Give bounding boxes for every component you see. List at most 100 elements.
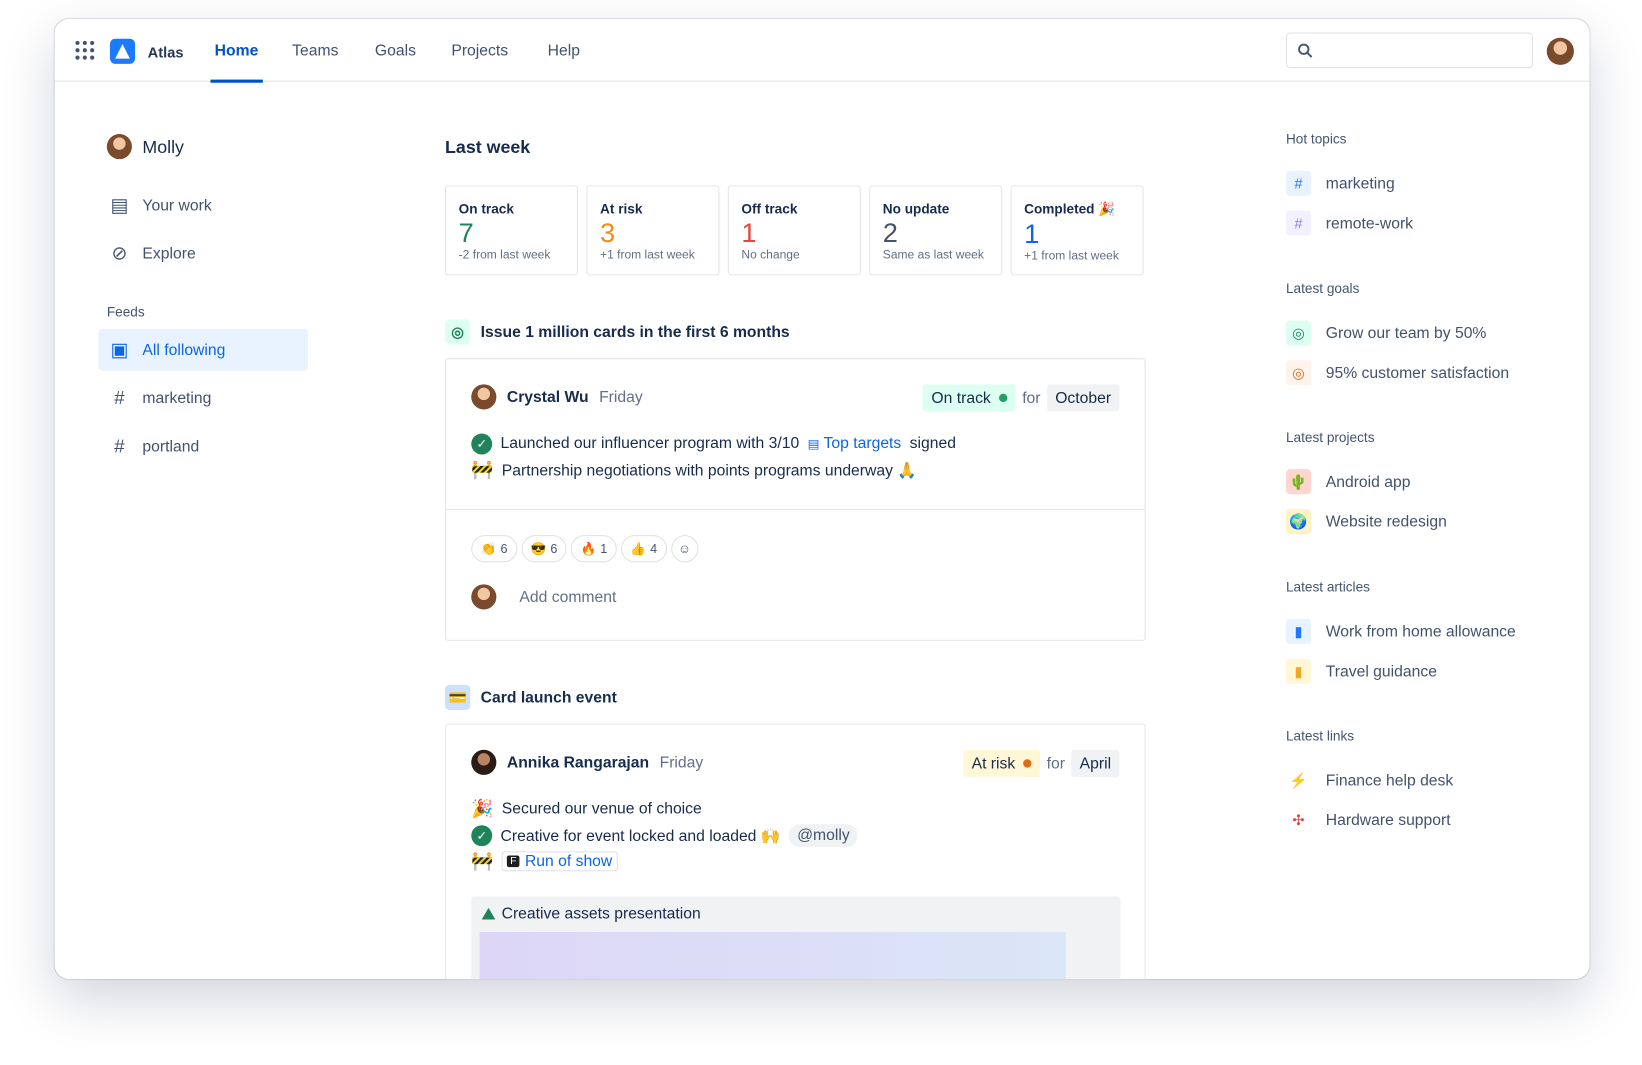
goal-title[interactable]: 💳 Card launch event xyxy=(445,684,617,711)
label: marketing xyxy=(1325,174,1395,193)
attachment-preview xyxy=(479,932,1067,980)
document-icon: ▤ xyxy=(110,194,129,216)
list-item[interactable]: ◎ Grow our team by 50% xyxy=(1285,313,1509,353)
user-avatar xyxy=(106,134,132,160)
sidebar-your-work[interactable]: ▤ Your work xyxy=(98,184,307,226)
status-card[interactable]: Completed 🎉 1 +1 from last week xyxy=(1010,185,1144,276)
comment-input[interactable]: Add comment xyxy=(519,588,617,607)
card-label: Completed 🎉 xyxy=(1024,201,1116,217)
add-reaction-button[interactable]: ☺ xyxy=(670,535,699,563)
label: Creative assets presentation xyxy=(501,904,701,923)
reaction-button[interactable]: 😎 6 xyxy=(521,535,567,563)
mention[interactable]: @molly xyxy=(788,823,859,847)
card-value: 2 xyxy=(882,216,898,249)
reaction-button[interactable]: 🔥 1 xyxy=(571,535,617,563)
card-sub: +1 from last week xyxy=(1024,250,1119,263)
emoji-icon: 👍 xyxy=(630,541,646,557)
status-dot xyxy=(999,393,1008,403)
text: Partnership negotiations with points pro… xyxy=(501,461,917,480)
article-icon: ▮ xyxy=(1285,658,1312,684)
list-item[interactable]: ▮ Travel guidance xyxy=(1285,651,1516,691)
section-heading: Latest goals xyxy=(1285,280,1360,297)
post-date: Friday xyxy=(599,387,643,406)
section-heading: Latest projects xyxy=(1285,429,1375,446)
card-sub: +1 from last week xyxy=(600,249,695,262)
author-name[interactable]: Annika Rangarajan xyxy=(506,753,650,772)
attachment-card[interactable]: Creative assets presentation xyxy=(471,896,1121,980)
status-dot xyxy=(1023,759,1032,768)
top-targets-link[interactable]: ▤ Top targets xyxy=(808,435,902,453)
reaction-button[interactable]: 👏 6 xyxy=(471,535,517,563)
section-goals: Latest goals ◎ Grow our team by 50% ◎ 95% cu… xyxy=(1285,280,1509,393)
emoji-icon: 🔥 xyxy=(580,541,597,557)
card-sub: No change xyxy=(741,249,800,262)
status-card[interactable]: Off track 1 No change xyxy=(727,185,861,276)
project-icon: 🌍 xyxy=(1285,508,1312,535)
goal-icon: ◎ xyxy=(1285,360,1312,386)
label: On track xyxy=(931,389,991,407)
construction-icon: 🚧 xyxy=(471,850,494,871)
label: Website redesign xyxy=(1325,512,1447,531)
hash-icon: # xyxy=(114,435,125,457)
nav-goals[interactable]: Goals xyxy=(374,41,416,60)
goal-title[interactable]: ◎ Issue 1 million cards in the first 6 mo… xyxy=(445,319,790,345)
section-hot_topics: Hot topics # marketing # remote-work xyxy=(1285,131,1414,243)
search-input[interactable] xyxy=(1285,32,1534,69)
reaction-count: 6 xyxy=(500,541,508,557)
profile-avatar[interactable] xyxy=(1546,37,1574,65)
card-label: Off track xyxy=(741,201,798,217)
label: Explore xyxy=(142,244,196,263)
reaction-button[interactable]: 👍 4 xyxy=(620,535,667,563)
status-badge: On track xyxy=(923,384,1016,412)
google-drive-icon xyxy=(481,907,496,919)
search-icon xyxy=(1298,43,1313,58)
card-sub: -2 from last week xyxy=(458,249,551,262)
top-nav: Atlas Home Teams Goals Projects Help xyxy=(54,19,1590,83)
app-switcher-icon[interactable] xyxy=(75,40,95,60)
author-avatar xyxy=(471,384,497,410)
label: remote-work xyxy=(1325,214,1414,232)
list-item[interactable]: # marketing xyxy=(1285,163,1413,203)
list-item[interactable]: 🌍 Website redesign xyxy=(1285,502,1447,542)
label: Travel guidance xyxy=(1325,662,1437,681)
list-item[interactable]: ◎ 95% customer satisfaction xyxy=(1285,353,1509,393)
period-badge: October xyxy=(1046,384,1120,412)
label: Finance help desk xyxy=(1325,771,1454,790)
user-name: Molly xyxy=(142,137,184,158)
sidebar-all-following[interactable]: ▣ All following xyxy=(98,328,308,371)
section-articles: Latest articles ▮ Work from home allowance… xyxy=(1285,579,1516,691)
status-card[interactable]: No update 2 Same as last week xyxy=(869,185,1003,276)
list-item[interactable]: 🌵 Android app xyxy=(1285,462,1447,502)
label: Work from home allowance xyxy=(1325,622,1516,641)
status-card[interactable]: At risk 3 +1 from last week xyxy=(586,185,720,276)
sidebar-marketing[interactable]: # marketing xyxy=(98,377,307,419)
list-item[interactable]: ▮ Work from home allowance xyxy=(1285,612,1516,652)
nav-home[interactable]: Home xyxy=(210,41,263,83)
label: Top targets xyxy=(823,434,902,453)
nav-projects[interactable]: Projects xyxy=(451,41,509,60)
run-of-show-link[interactable]: F Run of show xyxy=(501,851,618,872)
sidebar-portland[interactable]: # portland xyxy=(98,425,307,467)
status-badge: At risk xyxy=(963,749,1041,778)
app-name: Atlas xyxy=(147,43,184,61)
hash-icon: # xyxy=(1285,170,1312,196)
card-value: 1 xyxy=(1024,217,1040,250)
period-badge: April xyxy=(1071,749,1120,778)
status-card[interactable]: On track 7 -2 from last week xyxy=(445,185,579,276)
check-icon: ✓ xyxy=(471,824,493,846)
reaction-count: 6 xyxy=(550,541,558,557)
atlas-logo-icon[interactable] xyxy=(109,38,136,64)
text: Creative for event locked and loaded 🙌 xyxy=(500,826,781,845)
list-item[interactable]: # remote-work xyxy=(1285,203,1414,243)
nav-help[interactable]: Help xyxy=(547,41,581,60)
author-avatar xyxy=(471,749,497,775)
author-name[interactable]: Crystal Wu xyxy=(506,387,589,406)
nav-teams[interactable]: Teams xyxy=(292,41,339,60)
emoji-icon: 😎 xyxy=(530,541,547,557)
sidebar-explore[interactable]: ⊘ Explore xyxy=(98,232,307,274)
list-item[interactable]: ✣ Hardware support xyxy=(1285,800,1453,840)
update-line: ✓ Creative for event locked and loaded 🙌 @… xyxy=(471,822,859,848)
list-item[interactable]: ⚡ Finance help desk xyxy=(1285,760,1454,800)
link-icon: ✣ xyxy=(1285,807,1312,833)
label: Hardware support xyxy=(1325,811,1451,829)
